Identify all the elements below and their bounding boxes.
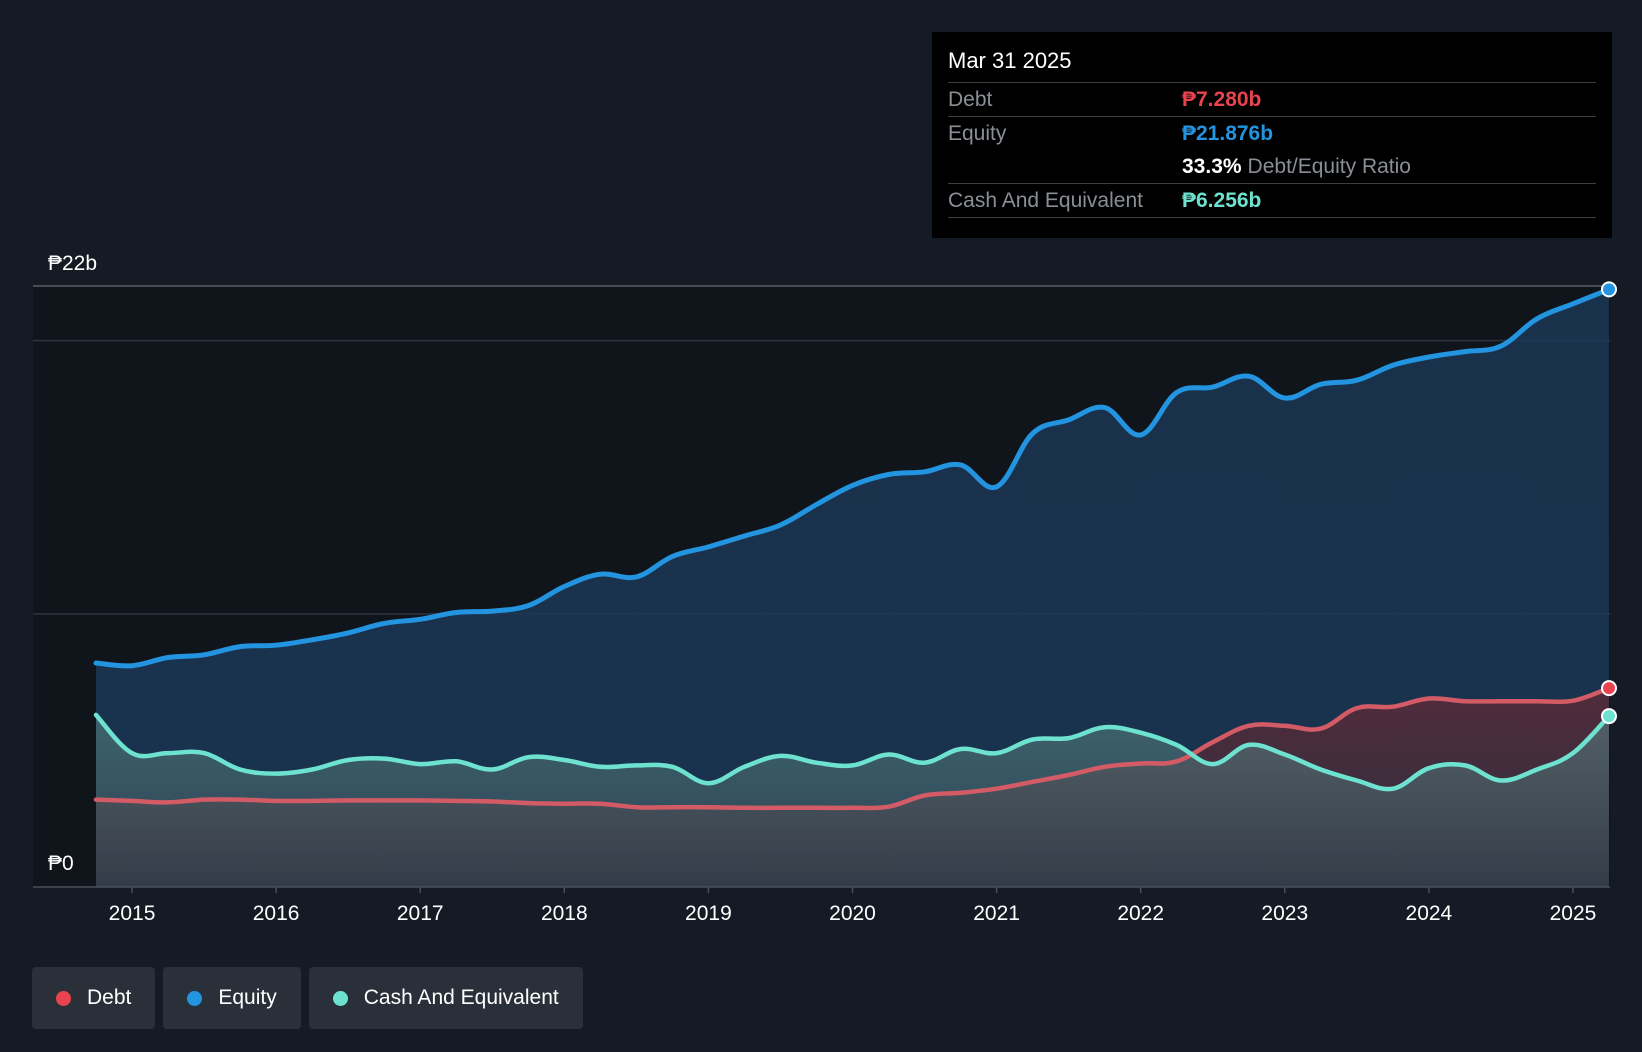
cash-end-marker [1601,708,1617,725]
legend-cash-label: Cash And Equivalent [363,986,559,1009]
tooltip-ratio-label: Debt/Equity Ratio [1247,154,1411,178]
tooltip-date: Mar 31 2025 [948,46,1596,83]
legend-debt-dot-icon [56,990,71,1006]
x-tick-label: 2023 [1261,902,1308,925]
legend-debt-label: Debt [87,986,132,1009]
x-tick-label: 2020 [829,902,876,925]
tooltip-equity-label: Equity [948,121,1007,145]
x-tick-label: 2022 [1117,902,1164,925]
legend-item-debt[interactable]: Debt [32,967,156,1029]
x-tick-label: 2021 [973,902,1020,925]
tooltip-cash-value: ₱6.256b [1182,188,1262,212]
tooltip-cash-label: Cash And Equivalent [948,188,1143,212]
legend-cash-dot-icon [332,990,348,1006]
cash-line [93,712,1612,792]
end-markers [1601,281,1617,725]
tooltip-row-ratio: 33.3% Debt/Equity Ratio [948,150,1596,184]
x-tick-label: 2015 [109,902,156,925]
y-axis-bottom-label: ₱0 [48,852,74,875]
debt-line [93,685,1612,811]
x-tick-label: 2019 [685,902,732,925]
x-tick-label: 2017 [397,902,444,925]
x-tick-label: 2024 [1406,902,1453,925]
data-tooltip: Mar 31 2025 Debt ₱7.280b Equity ₱21.876b… [932,32,1612,238]
tooltip-ratio-value: 33.3% [1182,154,1242,178]
legend-item-equity[interactable]: Equity [163,967,301,1029]
tooltip-row-equity: Equity ₱21.876b [948,117,1596,150]
equity-end-marker [1601,281,1617,298]
tooltip-equity-value: ₱21.876b [1182,121,1274,145]
x-tick-label: 2018 [541,902,588,925]
chart-legend: Debt Equity Cash And Equivalent [32,967,583,1029]
x-tick-label: 2016 [253,902,300,925]
legend-item-cash[interactable]: Cash And Equivalent [308,967,583,1029]
tooltip-row-cash: Cash And Equivalent ₱6.256b [948,184,1596,218]
tooltip-row-debt: Debt ₱7.280b [948,83,1596,117]
tooltip-debt-label: Debt [948,87,993,111]
tooltip-debt-value: ₱7.280b [1182,87,1262,111]
y-axis-top-label: ₱22b [48,252,97,275]
x-axis-ticks: 2015 2016 2017 2018 2019 2020 2021 2022 2023 2024… [109,887,1597,925]
legend-equity-dot-icon [187,990,203,1006]
x-tick-label: 2025 [1550,902,1597,925]
legend-equity-label: Equity [218,986,277,1009]
debt-end-marker [1601,680,1617,697]
equity-line [93,286,1612,669]
